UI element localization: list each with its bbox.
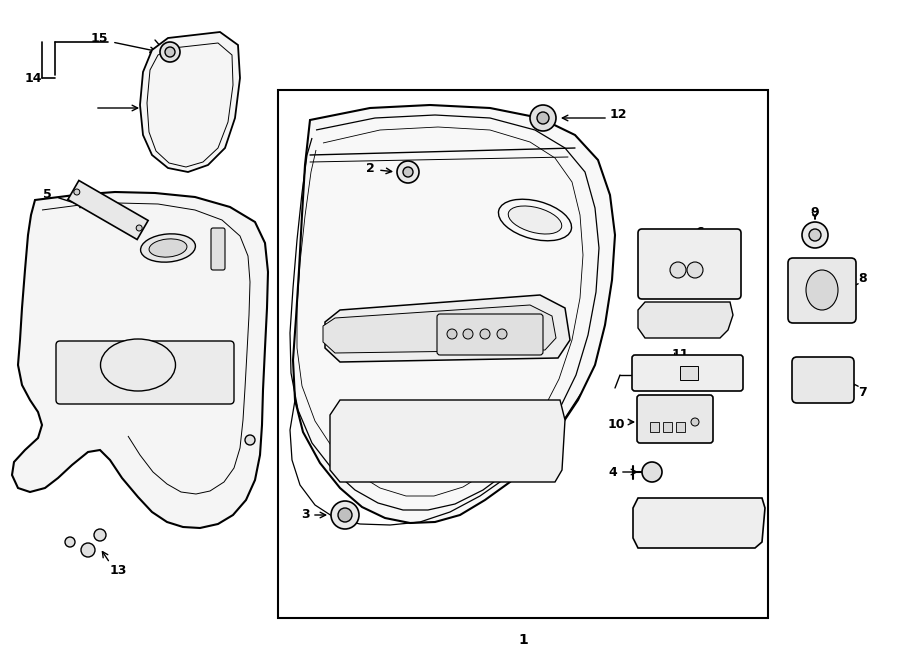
Text: 4: 4 — [608, 465, 617, 479]
Text: 12: 12 — [610, 108, 627, 122]
Circle shape — [447, 329, 457, 339]
Polygon shape — [325, 295, 570, 362]
Circle shape — [245, 435, 255, 445]
Text: 15: 15 — [91, 32, 108, 44]
Ellipse shape — [101, 339, 176, 391]
Circle shape — [497, 329, 507, 339]
Ellipse shape — [508, 206, 562, 234]
Circle shape — [160, 42, 180, 62]
Bar — [650, 422, 659, 432]
Circle shape — [809, 229, 821, 241]
FancyBboxPatch shape — [211, 228, 225, 270]
Circle shape — [74, 189, 80, 195]
Bar — [680, 366, 698, 380]
Polygon shape — [12, 192, 268, 528]
Circle shape — [338, 508, 352, 522]
FancyBboxPatch shape — [56, 341, 234, 404]
Text: 5: 5 — [43, 188, 52, 202]
Polygon shape — [638, 302, 733, 338]
Polygon shape — [323, 305, 556, 353]
Circle shape — [480, 329, 490, 339]
Text: 6: 6 — [696, 225, 705, 239]
Ellipse shape — [140, 234, 195, 262]
FancyBboxPatch shape — [638, 229, 741, 299]
Polygon shape — [330, 400, 565, 482]
Text: 13: 13 — [109, 563, 127, 576]
Polygon shape — [140, 32, 240, 172]
FancyBboxPatch shape — [637, 395, 713, 443]
Circle shape — [403, 167, 413, 177]
Circle shape — [530, 105, 556, 131]
Text: 8: 8 — [858, 272, 867, 284]
Circle shape — [65, 537, 75, 547]
Text: 9: 9 — [811, 206, 819, 219]
Text: 11: 11 — [671, 348, 688, 362]
Circle shape — [81, 543, 95, 557]
FancyBboxPatch shape — [792, 357, 854, 403]
Circle shape — [136, 225, 142, 231]
Text: 1: 1 — [518, 633, 528, 647]
Circle shape — [670, 262, 686, 278]
Circle shape — [397, 161, 419, 183]
Polygon shape — [68, 180, 148, 239]
Text: 14: 14 — [24, 71, 42, 85]
Polygon shape — [633, 498, 765, 548]
Ellipse shape — [149, 239, 187, 257]
Bar — [663, 422, 672, 432]
Text: 7: 7 — [858, 385, 867, 399]
Ellipse shape — [806, 270, 838, 310]
Circle shape — [642, 462, 662, 482]
Circle shape — [691, 418, 699, 426]
Text: 2: 2 — [366, 161, 375, 175]
Circle shape — [165, 47, 175, 57]
FancyBboxPatch shape — [788, 258, 856, 323]
Circle shape — [94, 529, 106, 541]
Polygon shape — [293, 105, 615, 523]
Circle shape — [463, 329, 473, 339]
Circle shape — [331, 501, 359, 529]
FancyBboxPatch shape — [632, 355, 743, 391]
Bar — [676, 422, 685, 432]
Text: 3: 3 — [302, 508, 310, 522]
FancyBboxPatch shape — [437, 314, 543, 355]
Circle shape — [802, 222, 828, 248]
Circle shape — [537, 112, 549, 124]
Text: 10: 10 — [608, 418, 625, 432]
Circle shape — [687, 262, 703, 278]
Bar — [278, 90, 768, 618]
